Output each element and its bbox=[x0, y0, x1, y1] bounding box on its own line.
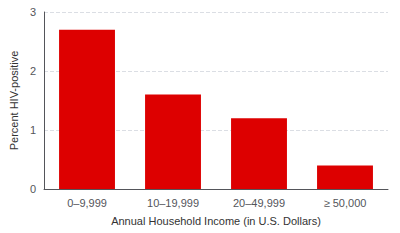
svg-text:≥ 50,000: ≥ 50,000 bbox=[324, 197, 367, 209]
svg-text:20–49,999: 20–49,999 bbox=[233, 197, 285, 209]
svg-text:0–9,999: 0–9,999 bbox=[67, 197, 107, 209]
svg-text:2: 2 bbox=[30, 65, 36, 77]
svg-text:0: 0 bbox=[30, 183, 36, 195]
svg-text:3: 3 bbox=[30, 6, 36, 18]
svg-text:Percent HIV-positive: Percent HIV-positive bbox=[8, 51, 20, 151]
svg-text:Annual Household Income (in U.: Annual Household Income (in U.S. Dollars… bbox=[111, 215, 321, 227]
svg-text:1: 1 bbox=[30, 124, 36, 136]
svg-text:10–19,999: 10–19,999 bbox=[147, 197, 199, 209]
